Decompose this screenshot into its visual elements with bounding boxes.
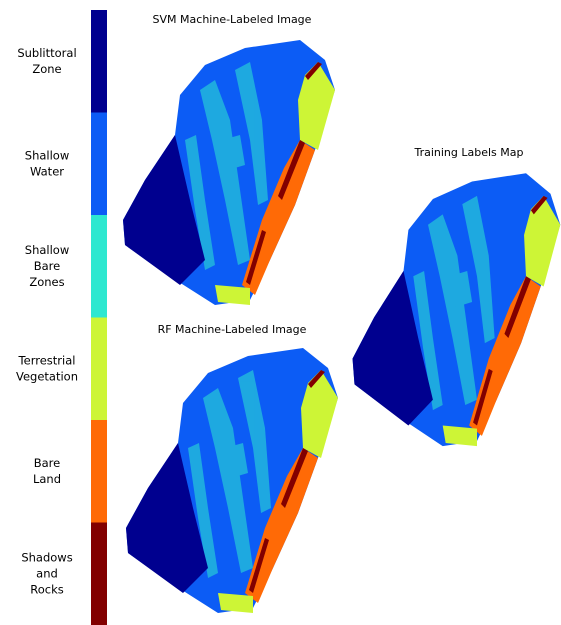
training-map: [353, 173, 561, 446]
panel-title: SVM Machine-Labeled Image: [153, 13, 312, 26]
legend-swatch: [91, 215, 107, 318]
colorbar: [91, 10, 107, 625]
legend-swatch: [91, 523, 107, 625]
legend-label: Bare: [34, 456, 61, 470]
legend-label: Zones: [29, 275, 64, 289]
legend-label: Water: [30, 164, 64, 178]
legend-swatch: [91, 113, 107, 216]
legend-label: Bare: [34, 259, 61, 273]
panel-title: RF Machine-Labeled Image: [158, 323, 307, 336]
legend-labels: Sublittoral Zone Shallow Water Shallow Bare Zo…: [16, 46, 78, 597]
legend-label: Vegetation: [16, 369, 78, 383]
legend-swatch: [91, 10, 107, 113]
legend-label: Terrestrial: [18, 353, 76, 367]
legend-swatch: [91, 420, 107, 523]
rf-map: [126, 348, 338, 613]
svm-map: [123, 40, 335, 305]
legend-label: Shadows: [21, 550, 72, 564]
legend-label: and: [36, 566, 58, 580]
legend-label: Rocks: [30, 582, 63, 596]
legend-label: Shallow: [25, 243, 69, 257]
legend-label: Shallow: [25, 148, 69, 162]
legend-label: Land: [33, 472, 61, 486]
legend-swatch: [91, 318, 107, 421]
figure: Sublittoral Zone Shallow Water Shallow Bare Zo…: [0, 0, 561, 625]
legend-label: Sublittoral: [17, 46, 76, 60]
legend-label: Zone: [32, 62, 61, 76]
panel-title: Training Labels Map: [413, 146, 523, 159]
